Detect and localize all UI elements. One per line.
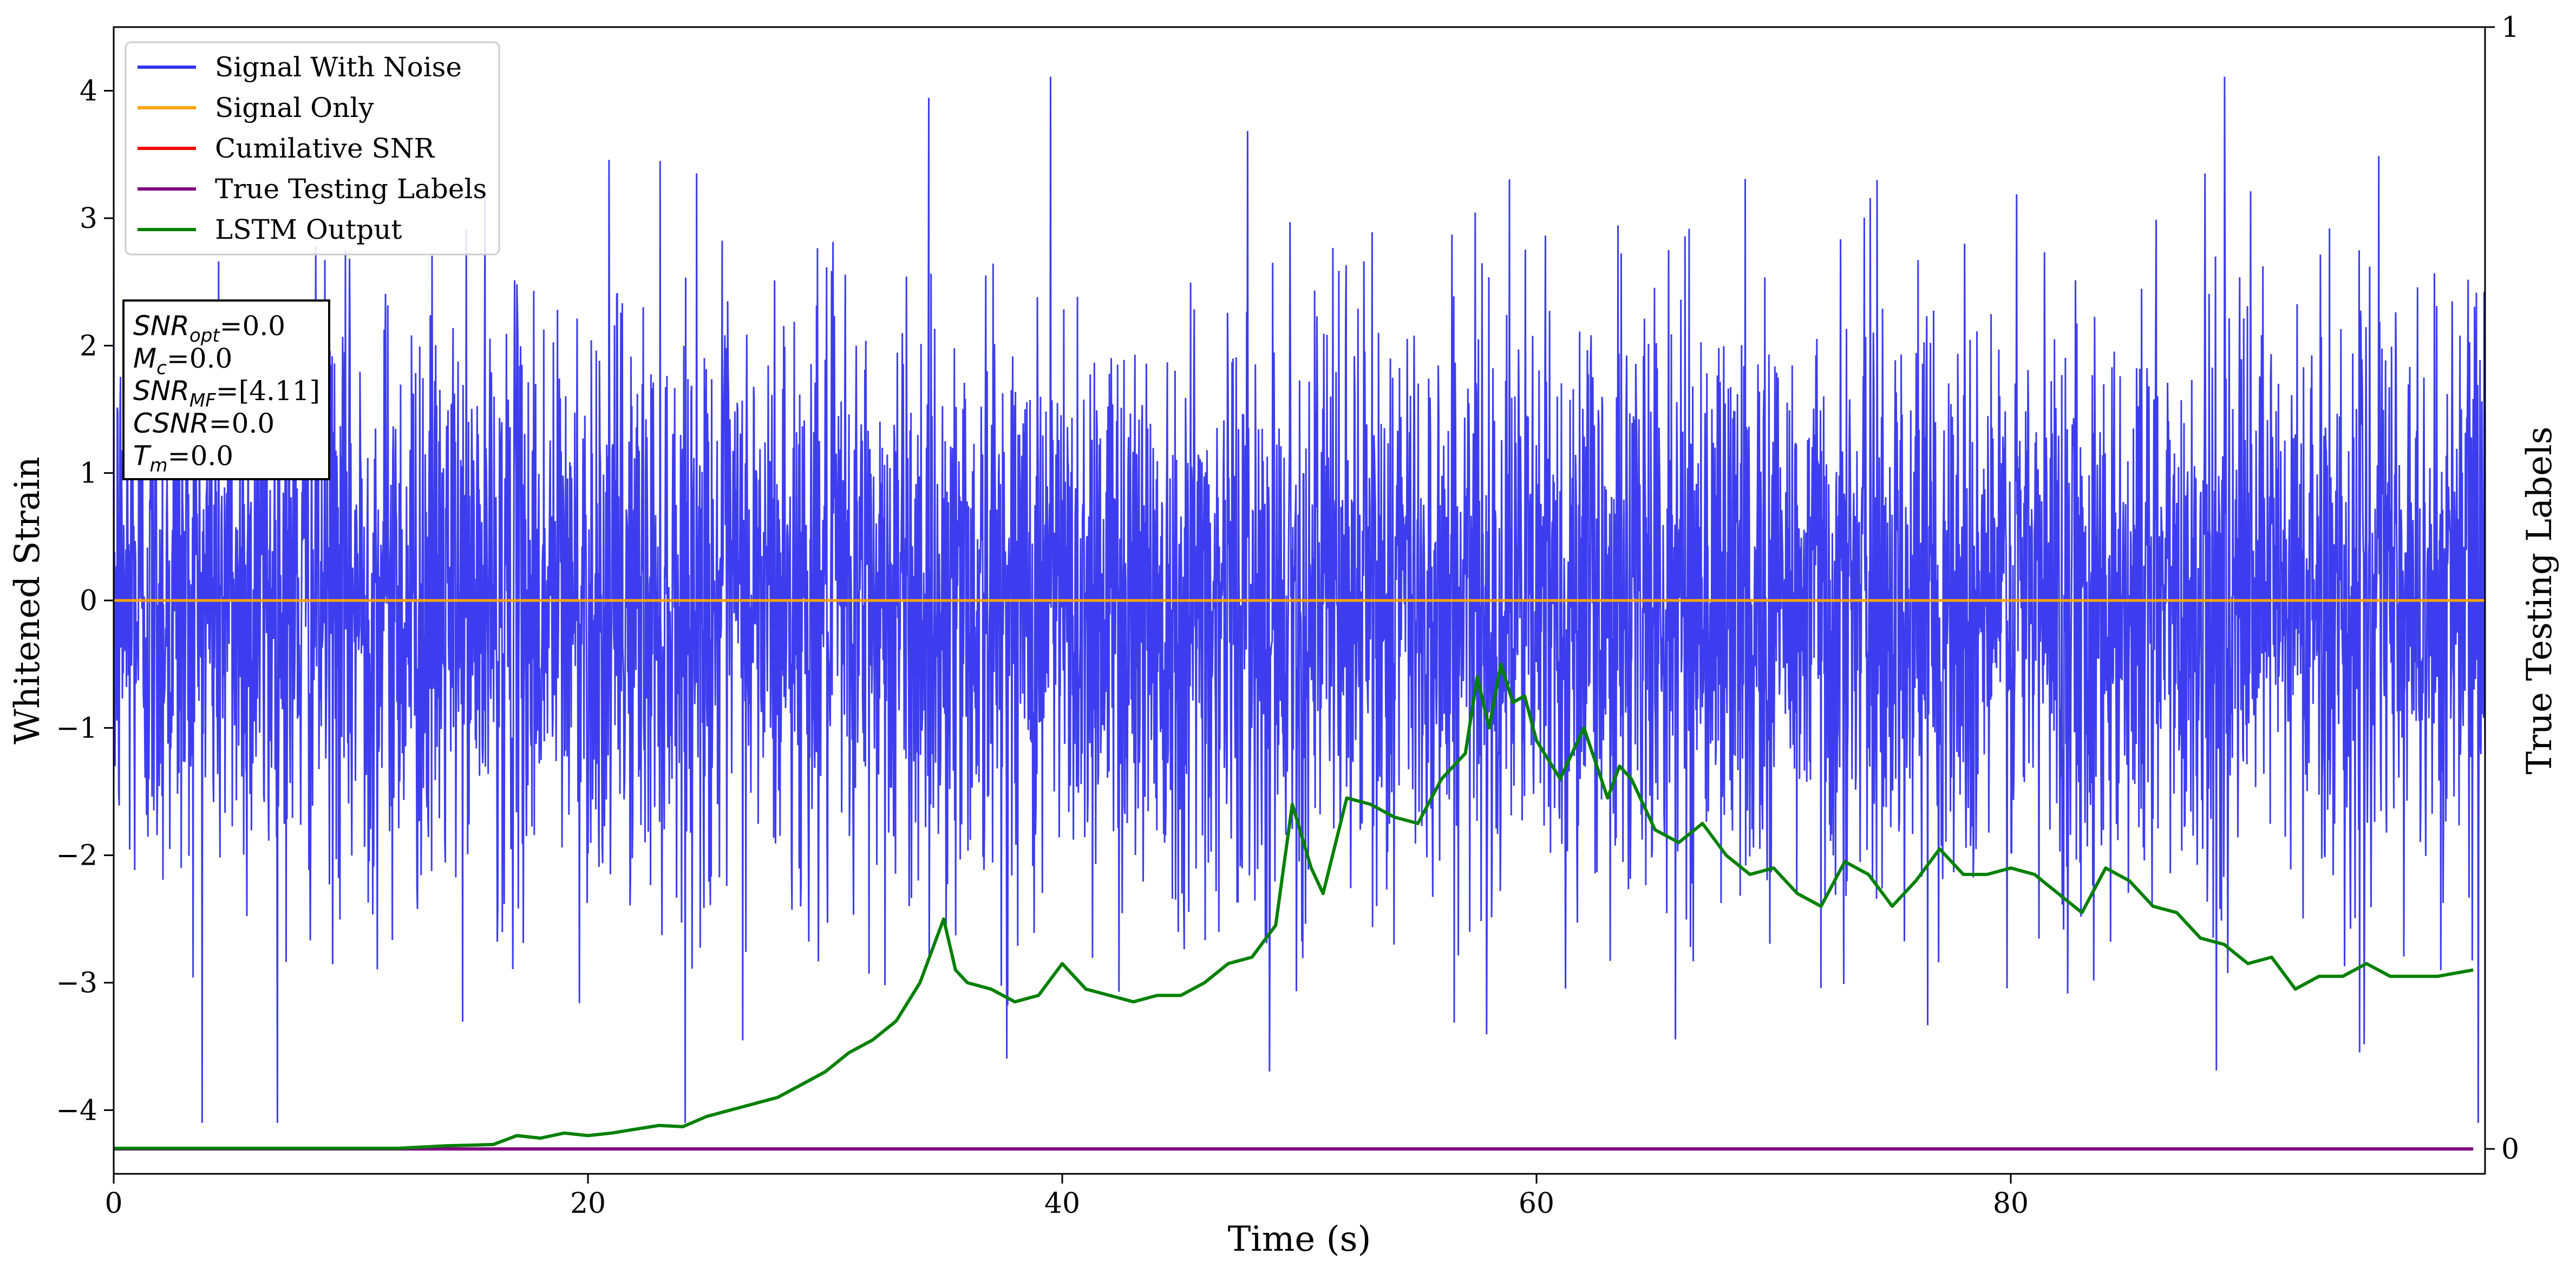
noise-series-group xyxy=(114,76,2485,1123)
x-tick-label: 0 xyxy=(104,1187,122,1220)
annotation-box: SNRopt=0.0Mc=0.0SNRMF=[4.11]CSNR=0.0Tm=0… xyxy=(122,299,330,480)
y-tick-label: 1 xyxy=(80,458,97,490)
y2-tick-label: 0 xyxy=(2501,1133,2519,1166)
line-series-group xyxy=(114,599,2485,1151)
series-signal-with-noise xyxy=(114,76,2485,1123)
y-tick-label: 2 xyxy=(80,330,97,362)
annotation-line: SNRMF=[4.11] xyxy=(133,375,320,411)
legend-frame xyxy=(125,41,500,256)
annotation-line: Tm=0.0 xyxy=(133,440,233,476)
y-tick-label: −2 xyxy=(56,840,97,872)
legend: Signal With Noise Signal Only Cumilative S… xyxy=(125,41,500,256)
x-tick-label: 80 xyxy=(1993,1187,2029,1220)
y-axis-title: Whitened Strain xyxy=(8,456,48,744)
y-tick-label: 4 xyxy=(80,75,97,108)
x-tick-label: 20 xyxy=(570,1187,606,1220)
annotation-line: CSNR=0.0 xyxy=(133,408,274,439)
x-tick-label: 40 xyxy=(1044,1187,1080,1220)
annotation-line: SNRopt=0.0 xyxy=(133,310,285,347)
axes-group: 0 20 40 60 80 4 3 2 1 0 −1 −2 −3 −4 1 0 xyxy=(56,11,2519,1220)
y-tick-label: −3 xyxy=(56,967,97,999)
y-tick-label: −4 xyxy=(56,1094,97,1127)
legend-label: Signal Only xyxy=(215,92,374,123)
y2-axis-title: True Testing Labels xyxy=(2520,427,2560,775)
series-lstm-output xyxy=(114,662,2474,1150)
annotation-line: Mc=0.0 xyxy=(133,343,232,379)
y-tick-label: −1 xyxy=(56,712,97,744)
x-tick-label: 60 xyxy=(1519,1187,1554,1220)
y2-tick-label: 1 xyxy=(2501,11,2519,44)
legend-label: Signal With Noise xyxy=(215,51,462,83)
y-tick-label: 3 xyxy=(80,202,97,235)
y-tick-label: 0 xyxy=(80,585,97,617)
legend-label: Cumilative SNR xyxy=(215,133,435,164)
legend-label: True Testing Labels xyxy=(215,173,487,205)
annotation-frame xyxy=(122,299,330,480)
legend-label: LSTM Output xyxy=(215,214,402,245)
x-axis-title: Time (s) xyxy=(1228,1219,1371,1259)
